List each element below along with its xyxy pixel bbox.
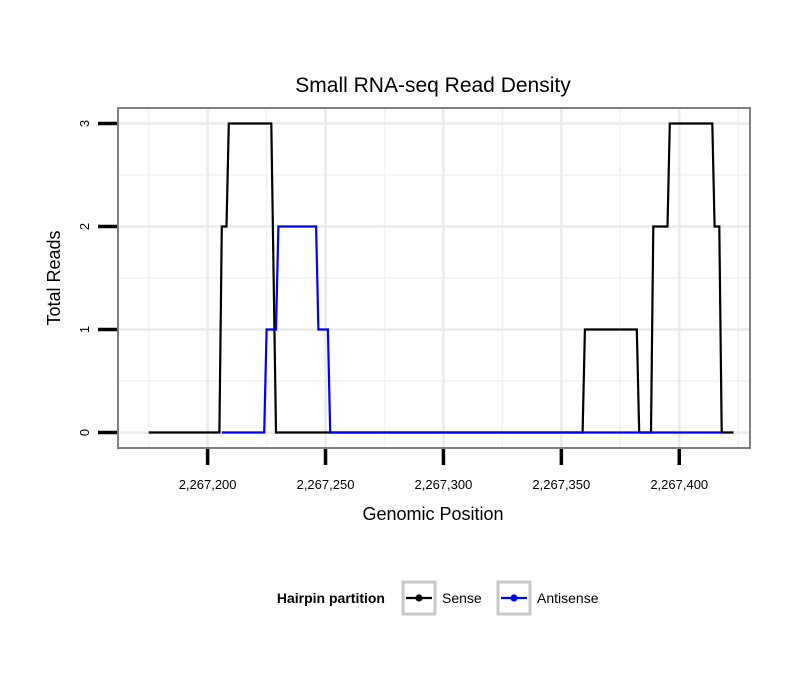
grid-minor — [118, 108, 750, 448]
legend-key-point — [510, 594, 518, 602]
legend-label-antisense: Antisense — [537, 590, 599, 606]
x-tick-label: 2,267,350 — [532, 477, 590, 492]
y-tick-label: 1 — [77, 326, 92, 333]
x-tick-label: 2,267,300 — [415, 477, 473, 492]
series-line-antisense — [221, 225, 722, 434]
plot-border — [117, 107, 751, 449]
legend: Hairpin partition Sense Antisense — [277, 580, 599, 616]
series-layer — [148, 122, 734, 434]
y-axis-title: Total Reads — [44, 230, 64, 325]
series-line-sense — [148, 122, 734, 434]
chart-title: Small RNA-seq Read Density — [295, 74, 571, 97]
legend-label-sense: Sense — [442, 590, 482, 606]
x-axis-title: Genomic Position — [362, 504, 503, 524]
x-tick-label: 2,267,250 — [297, 477, 355, 492]
x-tick-label: 2,267,400 — [650, 477, 708, 492]
y-tick-label: 0 — [77, 429, 92, 436]
legend-key-sense — [401, 580, 437, 616]
x-tick-label: 2,267,200 — [179, 477, 237, 492]
legend-key-antisense — [496, 580, 532, 616]
y-axis: 0 1 2 3 — [77, 120, 117, 436]
legend-key-point — [415, 594, 423, 602]
x-axis: 2,267,200 2,267,250 2,267,300 2,267,350 2,26… — [179, 449, 708, 492]
y-tick-label: 3 — [77, 120, 92, 127]
y-tick-label: 2 — [77, 223, 92, 230]
legend-title: Hairpin partition — [277, 590, 385, 606]
